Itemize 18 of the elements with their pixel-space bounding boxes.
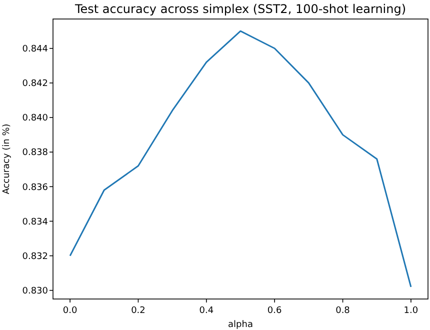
line-series (69, 30, 412, 288)
y-tick-label: 0.842 (22, 79, 48, 90)
y-tick-label: 0.838 (22, 148, 48, 158)
x-tick-label: 0.8 (336, 306, 350, 316)
x-tick-label: 0.2 (131, 306, 146, 316)
x-tick-label: 1.0 (404, 306, 418, 316)
y-tick-label: 0.836 (22, 182, 48, 193)
x-tick-label: 0.6 (267, 306, 282, 316)
y-axis-title: Accuracy (in %) (2, 124, 12, 194)
x-tick-label: 0.4 (199, 306, 214, 316)
y-tick-label: 0.840 (22, 114, 48, 124)
x-axis-title: alpha (228, 320, 253, 330)
y-tick-label: 0.832 (22, 252, 48, 262)
y-tick-label: 0.844 (22, 44, 48, 55)
y-tick-label: 0.834 (22, 217, 48, 228)
y-tick-label: 0.830 (22, 286, 48, 297)
x-tick-label: 0.0 (62, 306, 78, 316)
chart-title: Test accuracy across simplex (SST2, 100-shot learning) (74, 2, 406, 16)
